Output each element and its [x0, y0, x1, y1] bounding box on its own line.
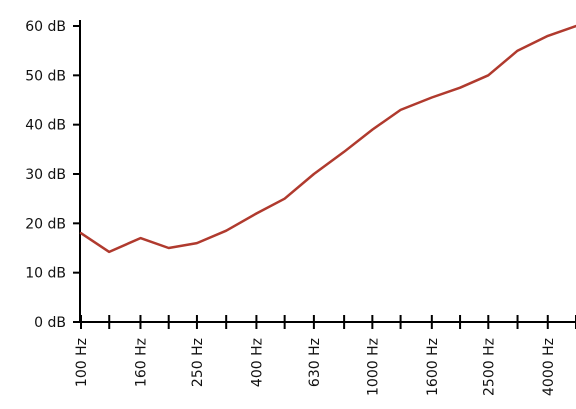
x-axis-ticks: 100 Hz 160 Hz 250 Hz 400 Hz 630 Hz 1000 Hz 160… — [74, 315, 576, 396]
x-tick-label: 160 Hz — [133, 338, 149, 387]
x-tick-label: 1000 Hz — [365, 338, 381, 396]
y-tick-label: 40 dB — [25, 118, 66, 134]
y-tick-label: 10 dB — [25, 266, 66, 282]
y-tick-label: 0 dB — [34, 315, 66, 331]
x-tick-label: 100 Hz — [74, 338, 90, 387]
y-tick-label: 60 dB — [25, 19, 66, 35]
x-tick-label: 630 Hz — [307, 338, 323, 387]
series-line — [79, 24, 576, 254]
y-tick-label: 50 dB — [25, 68, 66, 84]
x-tick-label: 250 Hz — [190, 338, 206, 387]
x-tick-label: 400 Hz — [249, 338, 265, 387]
x-tick-label: 2500 Hz — [481, 338, 497, 396]
series-layer — [79, 24, 576, 254]
x-tick-label: 4000 Hz — [541, 338, 557, 396]
x-tick-label: 1600 Hz — [425, 338, 441, 396]
y-tick-label: 30 dB — [25, 167, 66, 183]
y-tick-label: 20 dB — [25, 216, 66, 232]
y-axis-ticks: 0 dB 10 dB 20 dB 30 dB 40 dB 50 dB 60 dB — [25, 19, 80, 331]
